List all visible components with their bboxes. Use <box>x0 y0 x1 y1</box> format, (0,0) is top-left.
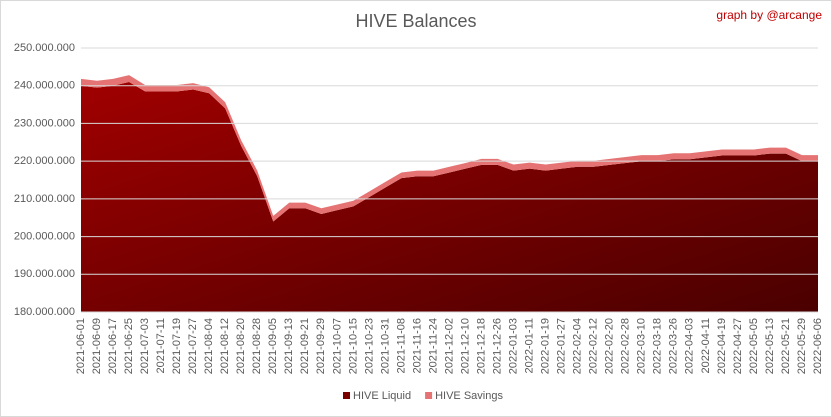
legend-swatch <box>425 392 433 399</box>
x-tick-label: 2022-04-11 <box>700 318 712 373</box>
y-tick-label: 220.000.000 <box>14 155 75 167</box>
x-tick-label: 2021-06-25 <box>123 318 135 374</box>
x-tick-label: 2021-08-28 <box>251 318 263 374</box>
legend-swatch <box>343 392 350 399</box>
x-tick-label: 2021-10-23 <box>363 318 375 374</box>
annotation: graph by @arcange <box>716 8 822 22</box>
legend-label: HIVE Savings <box>435 390 503 402</box>
x-tick-label: 2021-09-21 <box>299 318 311 374</box>
x-tick-label: 2021-07-03 <box>139 318 151 374</box>
x-tick-label: 2022-02-28 <box>620 318 632 374</box>
x-tick-label: 2021-10-31 <box>379 318 391 374</box>
x-tick-label: 2022-06-06 <box>812 318 824 374</box>
x-tick-label: 2021-07-19 <box>171 318 183 374</box>
x-tick-label: 2021-06-01 <box>75 318 87 374</box>
x-tick-label: 2022-01-11 <box>524 318 536 373</box>
x-tick-label: 2022-02-04 <box>572 318 584 374</box>
x-tick-label: 2022-05-29 <box>796 318 808 374</box>
x-tick-label: 2021-08-04 <box>203 318 215 374</box>
area <box>81 75 818 222</box>
x-tick-label: 2021-06-17 <box>107 318 119 374</box>
x-tick-label: 2022-01-03 <box>507 318 519 374</box>
x-tick-label: 2021-09-13 <box>283 318 295 374</box>
y-tick-label: 210.000.000 <box>14 193 75 205</box>
x-tick-label: 2022-03-10 <box>636 318 648 374</box>
x-tick-label: 2022-02-12 <box>588 318 600 374</box>
x-tick-label: 2022-03-26 <box>668 318 680 374</box>
y-tick-label: 200.000.000 <box>14 230 75 242</box>
x-tick-label: 2021-12-18 <box>475 318 487 374</box>
y-tick-label: 190.000.000 <box>14 268 75 280</box>
x-tick-label: 2021-09-05 <box>267 318 279 374</box>
x-tick-label: 2021-08-12 <box>219 318 231 374</box>
x-tick-label: 2022-05-13 <box>764 318 776 374</box>
x-tick-label: 2022-01-27 <box>556 318 568 374</box>
x-tick-label: 2022-05-05 <box>748 318 760 374</box>
x-tick-label: 2021-07-11 <box>155 318 167 373</box>
chart-title: HIVE Balances <box>355 11 476 31</box>
x-tick-label: 2021-11-08 <box>395 318 407 373</box>
y-tick-label: 230.000.000 <box>14 117 75 129</box>
x-tick-label: 2021-07-27 <box>187 318 199 374</box>
x-tick-label: 2021-09-29 <box>315 318 327 374</box>
x-tick-label: 2022-05-21 <box>780 318 792 374</box>
x-tick-label: 2022-02-20 <box>604 318 616 374</box>
y-tick-label: 180.000.000 <box>14 306 75 318</box>
x-tick-label: 2021-11-24 <box>427 318 439 373</box>
x-tick-label: 2021-12-10 <box>459 318 471 374</box>
legend-label: HIVE Liquid <box>353 390 411 402</box>
x-tick-label: 2022-03-18 <box>652 318 664 374</box>
x-tick-label: 2022-04-19 <box>716 318 728 374</box>
y-tick-label: 250.000.000 <box>14 42 75 54</box>
x-tick-label: 2021-10-15 <box>347 318 359 374</box>
x-tick-label: 2021-08-20 <box>235 318 247 374</box>
x-tick-label: 2022-04-03 <box>684 318 696 374</box>
x-tick-label: 2021-12-02 <box>443 318 455 374</box>
x-tick-label: 2022-04-27 <box>732 318 744 374</box>
y-tick-label: 240.000.000 <box>14 80 75 92</box>
x-tick-label: 2022-01-19 <box>540 318 552 374</box>
x-tick-label: 2021-12-26 <box>491 318 503 374</box>
x-tick-label: 2021-11-16 <box>411 318 423 373</box>
x-tick-label: 2021-06-09 <box>91 318 103 374</box>
x-tick-label: 2021-10-07 <box>331 318 343 374</box>
area <box>81 81 818 312</box>
